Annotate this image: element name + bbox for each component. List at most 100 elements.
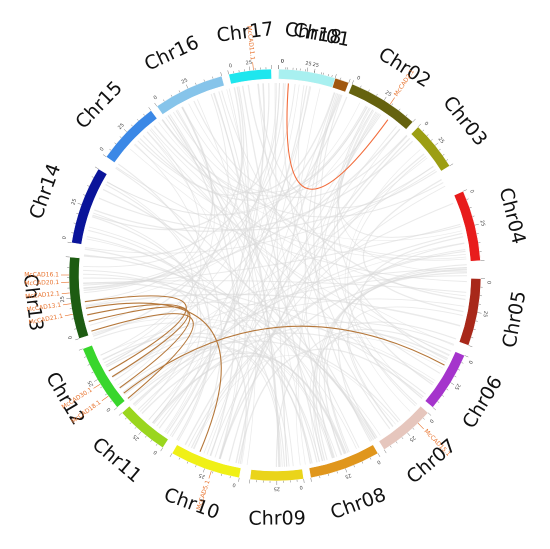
tick xyxy=(74,328,77,330)
background-link xyxy=(283,88,321,467)
tick xyxy=(119,136,122,138)
tick xyxy=(105,393,107,396)
highlight-synteny-links xyxy=(84,83,445,452)
background-link xyxy=(241,85,324,462)
background-link xyxy=(188,249,466,447)
tick xyxy=(77,202,82,205)
background-link xyxy=(91,216,212,441)
background-link xyxy=(148,157,428,420)
chromosome-label: Chr16 xyxy=(141,31,202,75)
background-link xyxy=(219,271,467,460)
tick-label: 0 xyxy=(299,484,303,490)
background-link xyxy=(142,135,441,374)
gene-marker xyxy=(64,314,73,317)
tick xyxy=(118,412,123,416)
chromosome-label: Chr07 xyxy=(403,435,461,489)
tick xyxy=(93,379,98,382)
background-link xyxy=(347,155,427,407)
tick xyxy=(423,417,425,420)
tick xyxy=(446,159,449,161)
tick xyxy=(155,443,158,446)
tick xyxy=(102,154,107,158)
background-link xyxy=(347,266,467,427)
background-link xyxy=(165,83,280,433)
tick xyxy=(458,369,461,371)
tick xyxy=(468,345,473,348)
tick xyxy=(412,427,415,430)
background-link xyxy=(92,87,243,337)
tick-label: 25 xyxy=(312,62,319,69)
background-link xyxy=(171,86,249,438)
tick xyxy=(417,123,422,127)
tick xyxy=(345,468,348,473)
tick-label: 25 xyxy=(274,485,280,491)
tick xyxy=(407,432,411,436)
chromosome-chr03 xyxy=(410,126,451,172)
background-link xyxy=(214,113,380,458)
tick xyxy=(83,356,86,358)
tick xyxy=(220,473,222,476)
tick-label: 25 xyxy=(87,379,95,388)
synteny-link xyxy=(85,302,222,452)
tick xyxy=(160,447,163,452)
background-link xyxy=(137,202,454,410)
tick xyxy=(134,427,137,429)
chromosome-label: Chr10 xyxy=(161,484,222,524)
tick-label: 25 xyxy=(181,77,189,85)
tick xyxy=(471,337,474,339)
tick xyxy=(463,189,467,192)
tick xyxy=(169,453,173,457)
background-link xyxy=(93,322,321,462)
background-link xyxy=(228,137,411,462)
background-link xyxy=(86,236,286,467)
chromosome-chr09 xyxy=(249,468,304,482)
chromosome-label: Chr05 xyxy=(498,289,530,349)
tick-label: 25 xyxy=(132,433,141,442)
background-link xyxy=(88,226,333,459)
tick xyxy=(335,74,337,79)
tick-label: 25 xyxy=(437,136,446,145)
tick xyxy=(361,461,364,464)
background-link xyxy=(92,86,245,231)
tick xyxy=(148,107,152,111)
tick xyxy=(303,478,305,483)
tick-label: 0 xyxy=(228,63,232,70)
tick xyxy=(450,382,455,385)
tick xyxy=(123,128,127,133)
tick xyxy=(434,142,439,146)
background-link xyxy=(88,229,202,424)
tick-label: 0 xyxy=(376,458,382,465)
tick-label: 25 xyxy=(478,220,485,228)
tick-label: 0 xyxy=(356,75,361,82)
gene-marker xyxy=(63,303,72,306)
background-link xyxy=(146,131,423,399)
tick xyxy=(154,102,158,107)
background-link xyxy=(319,268,467,459)
tick xyxy=(426,134,429,136)
tick xyxy=(212,76,214,79)
tick xyxy=(307,67,309,72)
background-link xyxy=(92,267,467,336)
tick xyxy=(472,215,475,217)
chromosome-chr17 xyxy=(228,68,272,85)
tick xyxy=(163,99,165,102)
background-link xyxy=(83,269,212,442)
tick-label: 0 xyxy=(67,335,74,340)
tick-label: 25 xyxy=(384,90,393,98)
tick xyxy=(138,431,142,435)
tick xyxy=(412,118,416,123)
background-link xyxy=(106,102,361,215)
chromosome-chr02 xyxy=(348,83,414,130)
background-link xyxy=(257,83,437,209)
chromosome-label: Chr08 xyxy=(328,484,389,524)
chromosome-chr14 xyxy=(71,168,108,245)
tick xyxy=(398,108,401,111)
tick xyxy=(449,163,454,167)
tick xyxy=(186,461,189,464)
gene-marker xyxy=(61,292,70,294)
tick xyxy=(145,435,147,438)
background-link xyxy=(119,345,290,467)
background-link xyxy=(100,320,436,381)
tick-label: 25 xyxy=(344,472,352,480)
tick-label: 0 xyxy=(468,189,475,194)
